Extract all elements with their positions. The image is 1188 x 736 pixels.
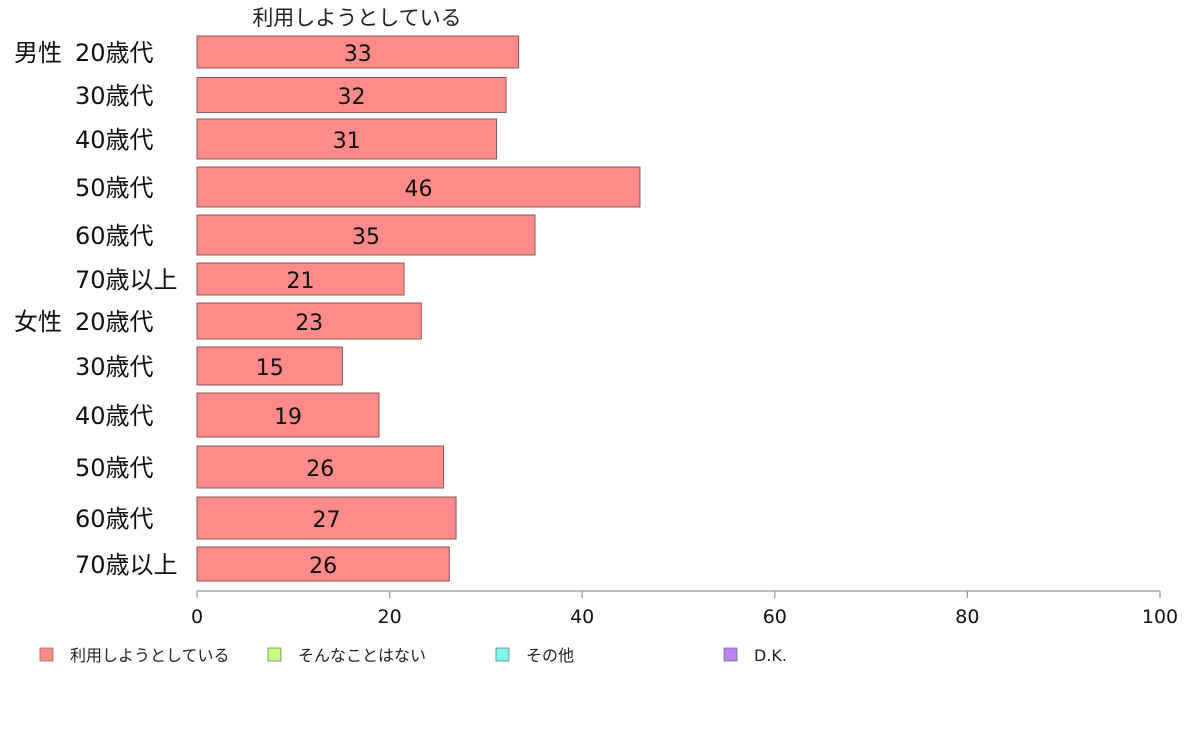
bar-value-label: 32 — [338, 85, 366, 110]
category-labels: 20歳代 30歳代 40歳代 50歳代 60歳代 70歳以上 20歳代 30歳代 40歳代 50歳… — [14, 39, 178, 579]
bar — [196, 392, 380, 438]
x-axis: 0 20 40 60 80 100 — [191, 590, 1178, 628]
group-label: 女性 — [14, 308, 62, 336]
x-tick-label: 60 — [763, 606, 787, 628]
bar — [196, 166, 641, 208]
bar — [196, 77, 507, 113]
group-label: 男性 — [14, 39, 62, 67]
title-layer: 利用しようとしている — [252, 6, 461, 30]
legend-swatch — [723, 647, 738, 662]
bar — [196, 302, 422, 340]
category-label: 70歳以上 — [75, 551, 178, 579]
bar — [196, 35, 520, 69]
bar-value-label: 46 — [404, 177, 432, 202]
bar-value-label: 26 — [309, 554, 337, 579]
bar-value-label: 21 — [287, 269, 315, 294]
category-label: 30歳代 — [75, 353, 154, 381]
bar — [196, 118, 497, 160]
bar — [196, 445, 445, 489]
bar-value-label: 26 — [306, 457, 334, 482]
x-tick-label: 100 — [1142, 606, 1178, 628]
x-tick-label: 80 — [955, 606, 979, 628]
category-label: 40歳代 — [75, 402, 154, 430]
legend-label: 利用しようとしている — [70, 646, 230, 665]
bar-value-label: 35 — [352, 225, 380, 250]
bar-value-label: 31 — [333, 129, 361, 154]
x-tick-label: 40 — [570, 606, 594, 628]
legend-label: D.K. — [754, 646, 787, 665]
x-tick-label: 20 — [378, 606, 402, 628]
bar-value-label: 27 — [313, 508, 341, 533]
category-label: 50歳代 — [75, 454, 154, 482]
category-label: 20歳代 — [75, 308, 154, 336]
bar — [196, 546, 450, 582]
category-label: 20歳代 — [75, 39, 154, 67]
bar — [196, 262, 405, 296]
bar — [196, 346, 343, 386]
legend-swatch — [495, 647, 510, 662]
bars: 33 32 31 46 35 21 23 15 19 26 27 26 — [196, 35, 641, 582]
bar — [196, 214, 536, 256]
bar-value-label: 33 — [344, 42, 372, 67]
legend-swatch — [267, 647, 282, 662]
legend-label: そんなことはない — [298, 646, 426, 665]
legend-label: その他 — [526, 646, 574, 665]
category-label: 60歳代 — [75, 505, 154, 533]
category-label: 50歳代 — [75, 174, 154, 202]
legend-swatch — [39, 647, 54, 662]
category-label: 60歳代 — [75, 222, 154, 250]
series-title: 利用しようとしている — [252, 6, 461, 30]
x-tick-label: 0 — [191, 606, 203, 628]
category-label: 40歳代 — [75, 126, 154, 154]
category-label: 30歳代 — [75, 82, 154, 110]
bar-value-label: 19 — [274, 405, 302, 430]
bar-value-label: 23 — [295, 311, 323, 336]
bar — [196, 496, 457, 540]
bar-value-label: 15 — [256, 356, 284, 381]
legend: 利用しようとしている そんなことはない その他 D.K. — [39, 646, 787, 665]
category-label: 70歳以上 — [75, 266, 178, 294]
